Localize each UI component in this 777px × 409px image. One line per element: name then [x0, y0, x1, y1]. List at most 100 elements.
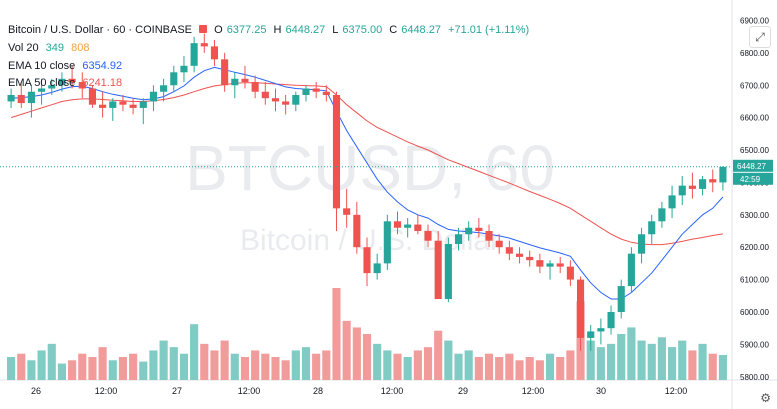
candle-body [627, 253, 635, 287]
price-tick-label: 6700.00 [740, 81, 769, 90]
time-tick-label: 29 [458, 386, 468, 396]
gear-icon[interactable]: ⚙ [760, 391, 771, 405]
volume-bar [718, 355, 727, 380]
candle-body [353, 214, 361, 248]
volume-value-a: 349 [45, 42, 65, 54]
candle-body [27, 91, 35, 104]
price-tick-label: 6200.00 [740, 243, 769, 252]
volume-indicator-label: Vol 20 [8, 42, 39, 54]
candle-body [383, 221, 391, 264]
candle-body [99, 104, 107, 108]
volume-bar [301, 347, 311, 380]
volume-bar [637, 340, 646, 380]
candle-body [546, 263, 554, 267]
volume-legend-row[interactable]: Vol 20 349 808 [8, 42, 93, 54]
candle-body [393, 221, 402, 228]
volume-bar [88, 357, 97, 380]
high-value: 6448.27 [285, 24, 326, 36]
candle-body [719, 166, 727, 183]
candle-body [638, 234, 646, 254]
candle-body [515, 253, 524, 257]
candle-body [48, 85, 56, 89]
countdown-pill [733, 172, 773, 185]
volume-bar [190, 324, 199, 380]
price-tick-label: 6300.00 [740, 211, 769, 220]
ema50-legend-row[interactable]: EMA 50 close 6241.18 [8, 77, 126, 89]
volume-bar [220, 340, 229, 380]
candle-body [566, 266, 574, 280]
volume-bar [505, 353, 514, 380]
volume-bar [627, 327, 636, 380]
candle-body [271, 98, 280, 102]
price-tick-label: 6000.00 [740, 308, 769, 317]
volume-bar [373, 343, 382, 380]
price-tick-label: 6100.00 [740, 276, 769, 285]
candle-body [505, 247, 513, 254]
candle-body [241, 78, 249, 83]
volume-bar [322, 350, 331, 380]
volume-bar [362, 334, 372, 380]
price-tick-label: 6900.00 [740, 16, 769, 25]
candle-body [312, 88, 320, 92]
open-label: O [214, 24, 223, 36]
time-tick-label: 12:00 [95, 386, 118, 396]
price-tick-label: 5800.00 [740, 373, 769, 382]
time-tick-label: 12:00 [665, 386, 688, 396]
volume-bar [240, 357, 250, 380]
high-label: H [273, 24, 282, 36]
candle-body [556, 263, 564, 267]
volume-bar [617, 334, 626, 380]
candle-body [343, 208, 351, 215]
volume-bar [586, 340, 595, 380]
price-tick-label: 6800.00 [740, 49, 769, 58]
volume-bar [68, 360, 77, 380]
candle-body [332, 94, 341, 209]
countdown-label: 42:59 [740, 175, 761, 184]
candle-body [454, 234, 463, 244]
candle-body [221, 59, 229, 86]
candle-body [404, 224, 412, 228]
price-tick-label: 6600.00 [740, 114, 769, 123]
low-label: L [332, 24, 339, 36]
volume-bar [545, 353, 555, 380]
candle-body [251, 82, 259, 92]
volume-bar [606, 343, 616, 380]
volume-bar [332, 288, 341, 380]
volume-bar [474, 357, 483, 380]
ema10-value: 6354.92 [82, 60, 123, 72]
time-tick-label: 12:00 [381, 386, 404, 396]
ema10-legend-row[interactable]: EMA 10 close 6354.92 [8, 60, 126, 72]
candle-body [210, 46, 219, 60]
candle-body [149, 91, 158, 102]
volume-bar [342, 320, 351, 380]
price-tick-label: 5900.00 [740, 340, 769, 349]
candle-body [688, 185, 696, 189]
volume-bar [251, 350, 260, 380]
candle-body [231, 78, 239, 86]
change-value: +71.01 (+1.11%) [448, 24, 530, 36]
volume-bar [261, 353, 270, 380]
candle-body [190, 43, 198, 66]
candle-body [587, 331, 595, 338]
volume-bar [149, 350, 158, 380]
volume-value-b: 808 [71, 42, 90, 54]
volume-bar [535, 360, 544, 380]
time-tick-label: 26 [31, 386, 41, 396]
volume-bar [423, 347, 433, 380]
auto-scale-icon[interactable]: ⤢ [749, 26, 771, 48]
open-value: 6377.25 [226, 24, 267, 36]
volume-bar [78, 353, 87, 380]
volume-bar [200, 343, 209, 380]
volume-bar [525, 357, 534, 380]
volume-bar [169, 347, 178, 380]
last-price-label: 6448.27 [737, 162, 766, 171]
candle-body [444, 243, 452, 300]
price-tick-label: 6500.00 [740, 146, 769, 155]
volume-bar [159, 340, 168, 380]
volume-bar [352, 327, 361, 380]
candle-body [292, 94, 300, 105]
candle-body [678, 185, 686, 196]
candle-body [129, 104, 137, 108]
